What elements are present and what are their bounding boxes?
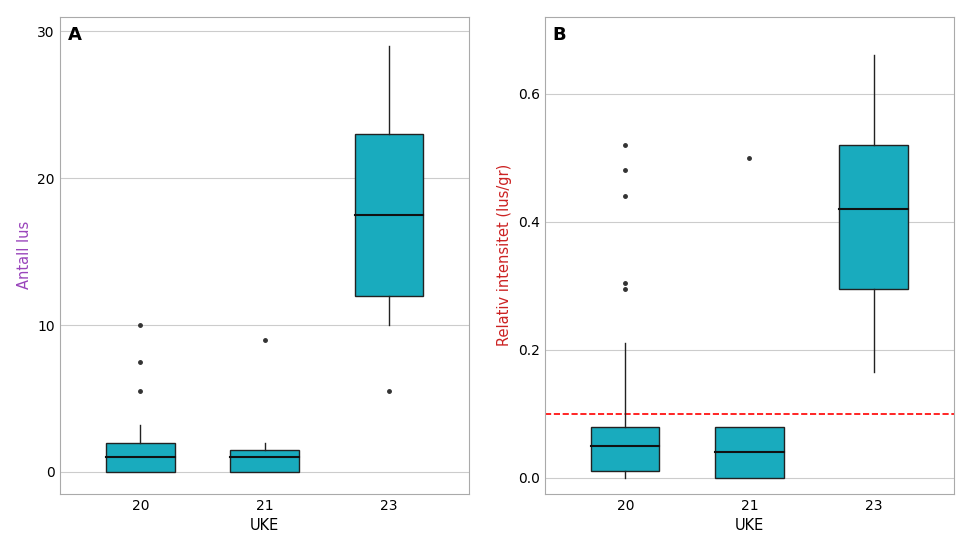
Y-axis label: Relativ intensitet (lus/gr): Relativ intensitet (lus/gr) — [497, 164, 512, 346]
Text: A: A — [68, 26, 82, 44]
Text: B: B — [552, 26, 566, 44]
Bar — [230, 450, 299, 472]
Bar — [106, 443, 175, 472]
X-axis label: UKE: UKE — [250, 518, 280, 534]
X-axis label: UKE: UKE — [735, 518, 764, 534]
Bar — [840, 145, 908, 289]
Bar — [591, 427, 659, 471]
Bar — [354, 134, 422, 296]
Y-axis label: Antall lus: Antall lus — [17, 221, 32, 289]
Bar — [716, 427, 784, 478]
